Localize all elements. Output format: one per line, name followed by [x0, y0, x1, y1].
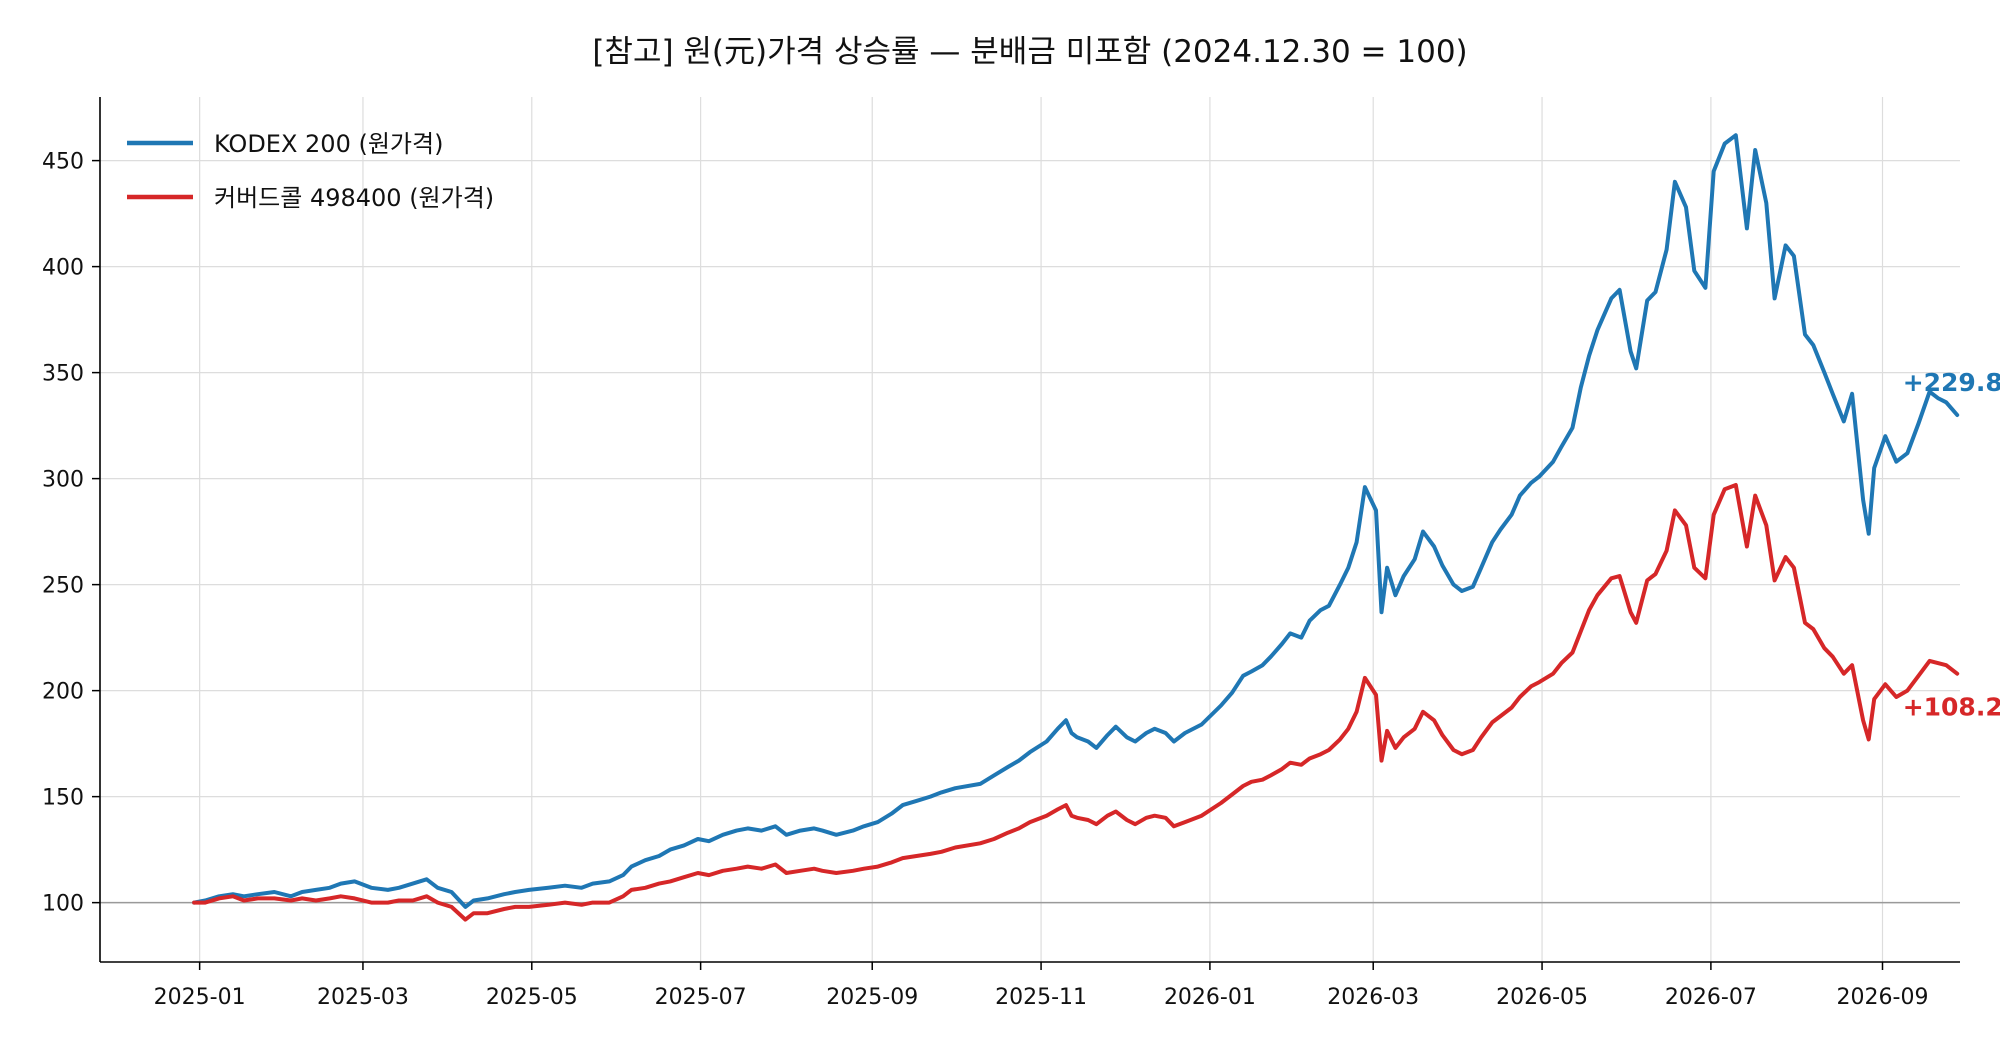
- legend-label-0: KODEX 200 (원가격): [214, 130, 443, 158]
- x-tick-label: 2025-03: [317, 985, 409, 1010]
- y-tick-label: 150: [42, 786, 84, 811]
- x-tick-label: 2026-07: [1665, 985, 1757, 1010]
- series-end-label-0: +229.8%: [1903, 368, 2000, 397]
- legend-label-1: 커버드콜 498400 (원가격): [214, 184, 494, 212]
- end-labels: +229.8% +108.2%: [1903, 368, 2000, 722]
- x-tick-label: 2026-01: [1164, 985, 1256, 1010]
- series-line-0: [192, 133, 1960, 909]
- y-tick-label: 200: [42, 680, 84, 705]
- x-tick-label: 2025-05: [486, 985, 578, 1010]
- grid: [100, 97, 1960, 962]
- axes: [99, 97, 1960, 963]
- series-line-1: [192, 483, 1960, 922]
- series-lines: [192, 133, 1960, 922]
- chart-title: [참고] 원(元)가격 상승률 — 분배금 미포함 (2024.12.30 = …: [592, 34, 1467, 70]
- y-tick-label: 100: [42, 892, 84, 917]
- x-tick-label: 2025-11: [995, 985, 1087, 1010]
- y-tick-label: 450: [42, 150, 84, 175]
- x-tick-label: 2026-05: [1496, 985, 1588, 1010]
- y-tick-label: 300: [42, 468, 84, 493]
- x-tick-label: 2025-09: [826, 985, 918, 1010]
- x-tick-label: 2025-07: [655, 985, 747, 1010]
- legend: KODEX 200 (원가격) 커버드콜 498400 (원가격): [127, 130, 494, 212]
- y-tick-label: 350: [42, 362, 84, 387]
- x-tick-label: 2025-01: [154, 985, 246, 1010]
- y-tick-label: 250: [42, 574, 84, 599]
- series-end-label-1: +108.2%: [1903, 693, 2000, 722]
- x-axis-ticks: 2025-01 2025-03 2025-05 2025-07 2025-09 2025-…: [154, 962, 1929, 1010]
- x-tick-label: 2026-09: [1837, 985, 1929, 1010]
- y-axis-ticks: 100 150 200 250 300 350 400 450: [42, 150, 100, 917]
- y-tick-label: 400: [42, 256, 84, 281]
- x-tick-label: 2026-03: [1327, 985, 1419, 1010]
